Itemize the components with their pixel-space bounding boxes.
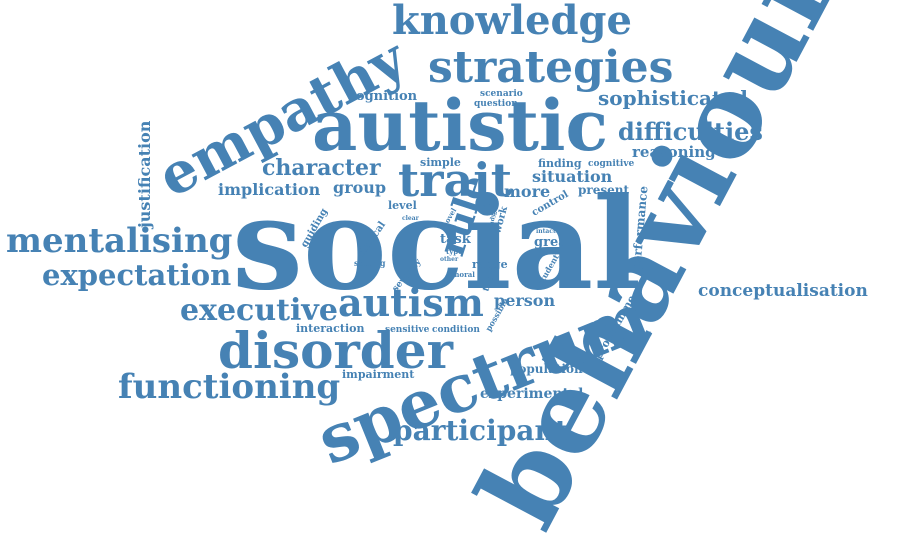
word-population: population [510, 362, 583, 376]
word-type: type [446, 247, 463, 256]
word-level: level [388, 199, 417, 212]
word-strategies: strategies [428, 42, 673, 93]
word-present: present [578, 183, 629, 197]
word-mentalising: mentalising [6, 221, 232, 261]
word-role: role [484, 210, 497, 217]
word-knowledge: knowledge [392, 0, 632, 44]
word-expectation: expectation [42, 258, 231, 292]
word-impairment: impairment [342, 368, 415, 381]
word-other: other [440, 256, 459, 263]
word-great: great [534, 235, 573, 250]
word-implication: implication [218, 180, 321, 199]
word-condition: condition [432, 325, 480, 335]
word-difficulties: difficulties [618, 117, 763, 146]
word-rank: rank [480, 202, 496, 209]
word-range: range [472, 258, 508, 271]
word-functioning: functioning [118, 367, 340, 407]
word-cognition: cognition [348, 89, 418, 104]
word-executive: executive [180, 293, 338, 328]
word-sophisticated: sophisticated [598, 86, 748, 110]
word-study: study [487, 213, 497, 233]
word-conceptualisation: conceptualisation [698, 281, 868, 301]
word-person: person [494, 291, 555, 310]
word-more: more [504, 182, 550, 201]
word-clear: clear [402, 215, 420, 222]
word-task: task [440, 232, 472, 247]
word-trait: trait [398, 153, 513, 207]
word-interaction: interaction [296, 322, 364, 335]
word-group: group [333, 178, 386, 197]
word-cognitive: cognitive [588, 159, 635, 169]
word-disorder: disorder [218, 321, 454, 380]
word-moral: moral [452, 270, 475, 279]
word-experimental: experimental [480, 386, 583, 402]
word-social: social [232, 170, 641, 318]
word-simple: simple [420, 156, 461, 169]
word-autism: autism [338, 280, 484, 325]
word-question: question [474, 99, 518, 109]
word-situation: situation [532, 167, 613, 186]
word-setting: setting [354, 258, 386, 268]
word-intact: intact [536, 228, 556, 235]
word-reasoning: reasoning [632, 143, 716, 161]
word-autistic: autistic [312, 84, 608, 167]
word-sensitive: sensitive [385, 325, 430, 335]
word-justification: justification [135, 120, 154, 230]
word-scenario: scenario [480, 89, 523, 99]
word-character: character [262, 155, 381, 181]
word-finding: finding [538, 157, 582, 170]
word-participant: participant [393, 414, 568, 447]
